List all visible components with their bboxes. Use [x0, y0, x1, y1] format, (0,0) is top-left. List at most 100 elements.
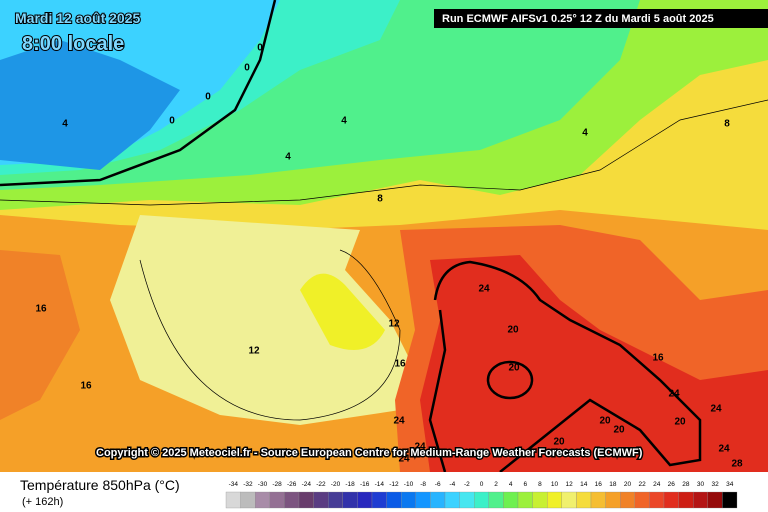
- legend-label: -30: [258, 481, 268, 488]
- field: [0, 40, 180, 170]
- field: [110, 215, 420, 425]
- legend-swatch: [328, 491, 343, 509]
- run-box: [434, 9, 768, 28]
- contour-label: 20: [553, 437, 565, 448]
- legend-swatch: [225, 491, 241, 509]
- legend-label: 22: [638, 481, 646, 488]
- contour-label: 8: [377, 194, 383, 205]
- contour-label: 24: [710, 404, 722, 415]
- contour-label: 0: [169, 116, 175, 127]
- legend-label: -20: [331, 481, 341, 488]
- legend-swatch: [386, 491, 402, 509]
- contours: [0, 0, 768, 473]
- legend-label: -2: [464, 481, 470, 488]
- contour-label: 16: [80, 381, 92, 392]
- legend-label: 12: [565, 481, 573, 488]
- legend-swatch: [605, 491, 621, 509]
- legend-label: 0: [480, 481, 484, 488]
- legend-swatch: [357, 491, 373, 509]
- legend-swatch: [532, 491, 548, 509]
- legend-label: 2: [494, 481, 498, 488]
- contour-label: 0: [257, 43, 263, 54]
- footer-lead: (+ 162h): [22, 496, 63, 508]
- legend-label: 20: [624, 481, 632, 488]
- legend-label: -6: [435, 481, 441, 488]
- legend-swatch: [561, 491, 577, 509]
- contour-label: 12: [248, 346, 260, 357]
- legend-swatch: [663, 491, 679, 509]
- legend-swatch: [693, 491, 708, 509]
- legend-swatch: [707, 491, 723, 509]
- contour-line: [139, 249, 401, 421]
- contour-label: 4: [62, 119, 68, 130]
- contour-line: [0, 0, 277, 187]
- legend-label: -14: [375, 481, 385, 488]
- legend-swatch: [269, 491, 285, 509]
- contour-label: 24: [393, 416, 405, 427]
- legend-swatch: [342, 491, 358, 509]
- legend-swatch: [576, 491, 592, 509]
- legend: -34 -32 -30 -28 -26 -24 -22 -20 -18 -16 -14 -12 -10-…: [225, 481, 738, 509]
- field: [300, 273, 385, 350]
- contour-label: 0: [244, 63, 250, 74]
- legend-label: 16: [595, 481, 603, 488]
- contour-label: 16: [652, 353, 664, 364]
- contour-label: 4: [285, 152, 291, 163]
- field: [0, 250, 80, 420]
- contour-label: 20: [508, 363, 520, 374]
- contour-line: [486, 360, 534, 400]
- contour-label: 0: [205, 92, 211, 103]
- legend-swatch: [517, 491, 533, 509]
- legend-label: -26: [287, 481, 297, 488]
- legend-swatch: [430, 491, 446, 509]
- run-info: Run ECMWF AIFSv1 0.25° 12 Z du Mardi 5 a…: [442, 13, 714, 25]
- contour-label: 12: [388, 319, 400, 330]
- legend-label: 30: [697, 481, 705, 488]
- date: Mardi 12 août 2025: [15, 10, 140, 26]
- contour-label: 28: [731, 459, 743, 470]
- legend-label: -16: [360, 481, 370, 488]
- contour-label: 4: [582, 128, 588, 139]
- contour-label: 16: [35, 304, 47, 315]
- field: [420, 255, 768, 472]
- legend-label: 6: [523, 481, 527, 488]
- contour-label: 24: [398, 454, 410, 465]
- legend-swatch: [634, 491, 650, 509]
- legend-label: 10: [551, 481, 559, 488]
- legend-label: -24: [302, 481, 312, 488]
- legend-swatch: [255, 491, 270, 509]
- legend-swatch: [313, 491, 329, 509]
- contour-label: 4: [341, 116, 347, 127]
- legend-swatch: [240, 491, 256, 509]
- legend-swatch: [722, 491, 738, 509]
- legend-label: -22: [316, 481, 326, 488]
- legend-swatch: [444, 491, 460, 509]
- legend-label: 32: [711, 481, 719, 488]
- contour-label: 20: [507, 325, 519, 336]
- contour-label: 20: [674, 417, 686, 428]
- contour-line: [0, 99, 768, 206]
- legend-swatch: [547, 491, 562, 509]
- contour-label: 8: [724, 119, 730, 130]
- legend-label: -28: [272, 481, 282, 488]
- legend-label: -10: [404, 481, 414, 488]
- legend-label: -32: [243, 481, 253, 488]
- legend-label: -4: [449, 481, 455, 488]
- legend-swatch: [298, 491, 314, 509]
- contour-label: 16: [394, 359, 406, 370]
- legend-label: -34: [229, 481, 239, 488]
- contour-line: [428, 309, 447, 473]
- legend-swatch: [649, 491, 665, 509]
- contour-line: [433, 260, 702, 473]
- legend-swatch: [678, 491, 694, 509]
- legend-swatch: [474, 491, 489, 509]
- legend-label: -8: [420, 481, 426, 488]
- legend-swatch: [459, 491, 475, 509]
- legend-label: 4: [509, 481, 513, 488]
- legend-label: 26: [668, 481, 676, 488]
- time: 8:00 locale: [22, 33, 124, 55]
- legend-label: 34: [726, 481, 734, 488]
- legend-label: 8: [538, 481, 542, 488]
